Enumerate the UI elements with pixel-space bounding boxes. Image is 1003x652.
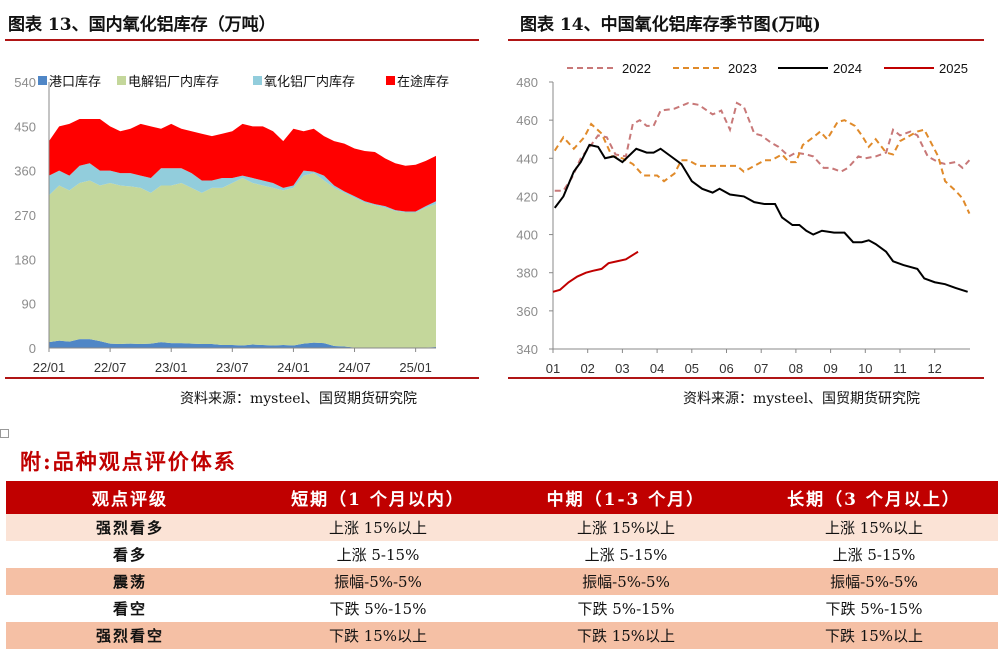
legend-label: 2023 [728,61,757,76]
chart14-seasonal-line: 340 360 380 400 420 440 460 480 01 02 03 04 05 06 07 08… [516,61,971,376]
legend-label: 氧化铝厂内库存 [264,74,355,90]
x-tick-label: 23/07 [216,360,249,375]
appendix-heading: 附:品种观点评价体系 [20,449,237,474]
x-tick-label: 22/07 [94,360,127,375]
range-cell: 上涨 15%以上 [254,514,502,541]
chart14-title: 图表 14、中国氧化铝库存季节图(万吨) [520,15,821,35]
x-tick-label: 25/01 [399,360,432,375]
y-tick-label: 540 [14,75,36,90]
header-short-term: 短期（1 个月以内） [254,481,502,514]
x-tick-label: 11 [893,361,907,376]
header-rating: 观点评级 [6,481,254,514]
range-cell: 上涨 5-15% [750,541,998,568]
legend-swatch-2 [253,76,262,85]
y-tick-label: 480 [516,75,538,90]
line-series-2025 [552,250,639,293]
chart13-stacked-area: 0 90 180 270 360 450 540 22/01 22/07 23/01 23/07 24… [14,74,449,375]
rating-cell: 看空 [6,595,254,622]
table-row: 震荡 振幅-5%-5% 振幅-5%-5% 振幅-5%-5% [6,568,998,595]
x-tick-label: 12 [927,361,941,376]
chart13-source: 资料来源：mysteel、国贸期货研究院 [180,391,418,407]
x-tick-label: 24/07 [338,360,371,375]
y-tick-label: 450 [14,119,36,134]
legend-label: 在途库存 [397,74,449,90]
table-row: 看多 上涨 5-15% 上涨 5-15% 上涨 5-15% [6,541,998,568]
header-mid-term: 中期（1-3 个月） [502,481,750,514]
y-tick-label: 380 [516,266,538,281]
x-tick-label: 07 [754,361,768,376]
x-tick-label: 22/01 [33,360,66,375]
table-header-row: 观点评级 短期（1 个月以内） 中期（1-3 个月） 长期（3 个月以上） [6,481,998,514]
table-row: 看空 下跌 5%-15% 下跌 5%-15% 下跌 5%-15% [6,595,998,622]
x-tick-label: 06 [719,361,733,376]
x-tick-label: 04 [650,361,664,376]
range-cell: 下跌 15%以上 [254,622,502,649]
range-cell: 上涨 15%以上 [750,514,998,541]
y-tick-label: 0 [29,341,36,356]
y-tick-label: 340 [516,342,538,357]
area-series-3 [49,118,436,212]
y-tick-label: 420 [516,189,538,204]
rating-cell: 强烈看空 [6,622,254,649]
rating-cell: 看多 [6,541,254,568]
x-tick-label: 01 [546,361,560,376]
range-cell: 下跌 5%-15% [254,595,502,622]
chart14-top-rule [508,39,984,41]
range-cell: 上涨 5-15% [502,541,750,568]
chart14-source: 资料来源：mysteel、国贸期货研究院 [683,391,921,407]
y-tick-label: 360 [14,164,36,179]
chart13-bottom-rule [5,377,479,379]
legend-swatch-1 [117,76,126,85]
rating-table: 观点评级 短期（1 个月以内） 中期（1-3 个月） 长期（3 个月以上） 强烈… [6,481,998,649]
range-cell: 上涨 5-15% [254,541,502,568]
x-tick-label: 24/01 [277,360,310,375]
line-series-2023 [553,119,971,215]
area-series-0 [49,339,436,348]
range-cell: 振幅-5%-5% [254,568,502,595]
x-tick-label: 08 [789,361,803,376]
rating-cell: 强烈看多 [6,514,254,541]
range-cell: 振幅-5%-5% [750,568,998,595]
table-row: 强烈看多 上涨 15%以上 上涨 15%以上 上涨 15%以上 [6,514,998,541]
range-cell: 下跌 15%以上 [502,622,750,649]
legend-label: 电解铝厂内库存 [128,74,219,90]
legend-swatch-3 [386,76,395,85]
y-tick-label: 360 [516,304,538,319]
y-tick-label: 180 [14,252,36,267]
legend-swatch-0 [38,76,47,85]
y-tick-label: 400 [516,228,538,243]
chart13-top-rule [5,39,479,41]
y-tick-label: 440 [516,151,538,166]
x-tick-label: 02 [580,361,594,376]
y-tick-label: 90 [22,297,36,312]
range-cell: 上涨 15%以上 [502,514,750,541]
legend-label: 2024 [833,61,862,76]
legend-label: 2022 [622,61,651,76]
x-tick-label: 10 [858,361,872,376]
legend-label: 港口库存 [49,74,101,90]
range-cell: 振幅-5%-5% [502,568,750,595]
x-tick-label: 05 [685,361,699,376]
chart14-bottom-rule [508,377,984,379]
range-cell: 下跌 15%以上 [750,622,998,649]
chart13-title: 图表 13、国内氧化铝库存（万吨） [8,15,276,35]
range-cell: 下跌 5%-15% [502,595,750,622]
table-row: 强烈看空 下跌 15%以上 下跌 15%以上 下跌 15%以上 [6,622,998,649]
x-tick-label: 09 [823,361,837,376]
y-tick-label: 460 [516,113,538,128]
line-series-2022 [554,101,971,192]
x-tick-label: 23/01 [155,360,188,375]
range-cell: 下跌 5%-15% [750,595,998,622]
legend-label: 2025 [939,61,968,76]
header-long-term: 长期（3 个月以上） [750,481,998,514]
line-series-2024 [553,143,968,293]
area-series-2 [49,163,436,213]
y-tick-label: 270 [14,208,36,223]
rating-cell: 震荡 [6,568,254,595]
x-tick-label: 03 [615,361,629,376]
anchor-marker-icon [0,429,9,438]
area-series-1 [49,173,436,348]
